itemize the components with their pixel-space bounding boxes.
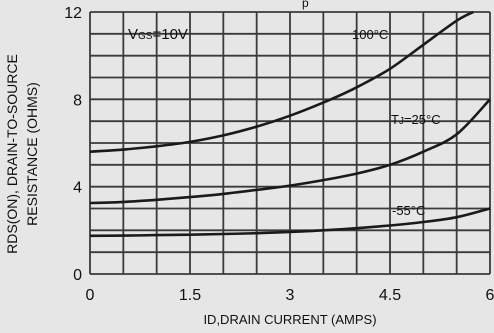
x-tick-label: 6	[486, 287, 494, 304]
grid	[89, 11, 491, 275]
x-tick-label: 3	[286, 287, 295, 304]
annotation-vgs: VGS=10V	[128, 26, 188, 43]
annotation-minus55c: -55°C	[392, 203, 425, 218]
y-tick-labels: 0 4 8 12	[64, 5, 82, 284]
y-tick-label: 8	[73, 92, 82, 109]
x-tick-label: 0	[86, 287, 95, 304]
series-line-1	[89, 98, 491, 205]
annotations: VGS=10V 100°C TJ=25°C -55°C	[128, 26, 441, 218]
x-tick-label: 1.5	[179, 287, 201, 304]
x-axis-label: ID,DRAIN CURRENT (AMPS)	[203, 312, 377, 327]
series-line-2	[89, 207, 491, 238]
y-axis-label-line2: RESISTANCE (OHMS)	[24, 82, 40, 226]
annotation-100c: 100°C	[352, 27, 388, 42]
series-layer	[89, 10, 491, 238]
series-line-0	[89, 10, 474, 153]
y-tick-label: 0	[73, 267, 82, 284]
y-axis-label-line1: RDS(ON), DRAIN-TO-SOURCE	[4, 54, 20, 254]
y-axis-label: RDS(ON), DRAIN-TO-SOURCE RESISTANCE (OHM…	[2, 14, 42, 294]
y-tick-label: 12	[64, 5, 82, 22]
annotation-tj-25c: TJ=25°C	[391, 112, 441, 127]
x-tick-label: 4.5	[379, 287, 401, 304]
top-title-fragment: p	[302, 0, 309, 10]
x-tick-labels: 0 1.5 3 4.5 6	[86, 287, 494, 304]
y-tick-label: 4	[73, 180, 82, 197]
